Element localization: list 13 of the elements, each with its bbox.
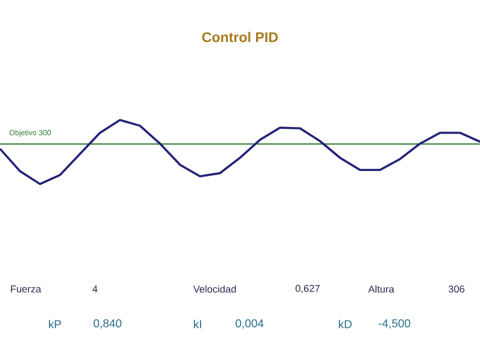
- text: 0,840: [94, 319, 122, 329]
- text: 0,627: [296, 284, 320, 294]
- text: kI: [194, 320, 202, 328]
- text: 306: [448, 285, 464, 293]
- text: -4,500: [378, 319, 410, 329]
- text: Fuerza: [11, 286, 42, 292]
- chart-title: Control PID: [202, 32, 278, 42]
- text: kP: [48, 320, 61, 328]
- text: kD: [338, 320, 352, 328]
- text: 4: [92, 286, 98, 292]
- text: 0,004: [236, 319, 264, 329]
- text: Altura: [368, 285, 394, 293]
- text: Velocidad: [193, 285, 236, 293]
